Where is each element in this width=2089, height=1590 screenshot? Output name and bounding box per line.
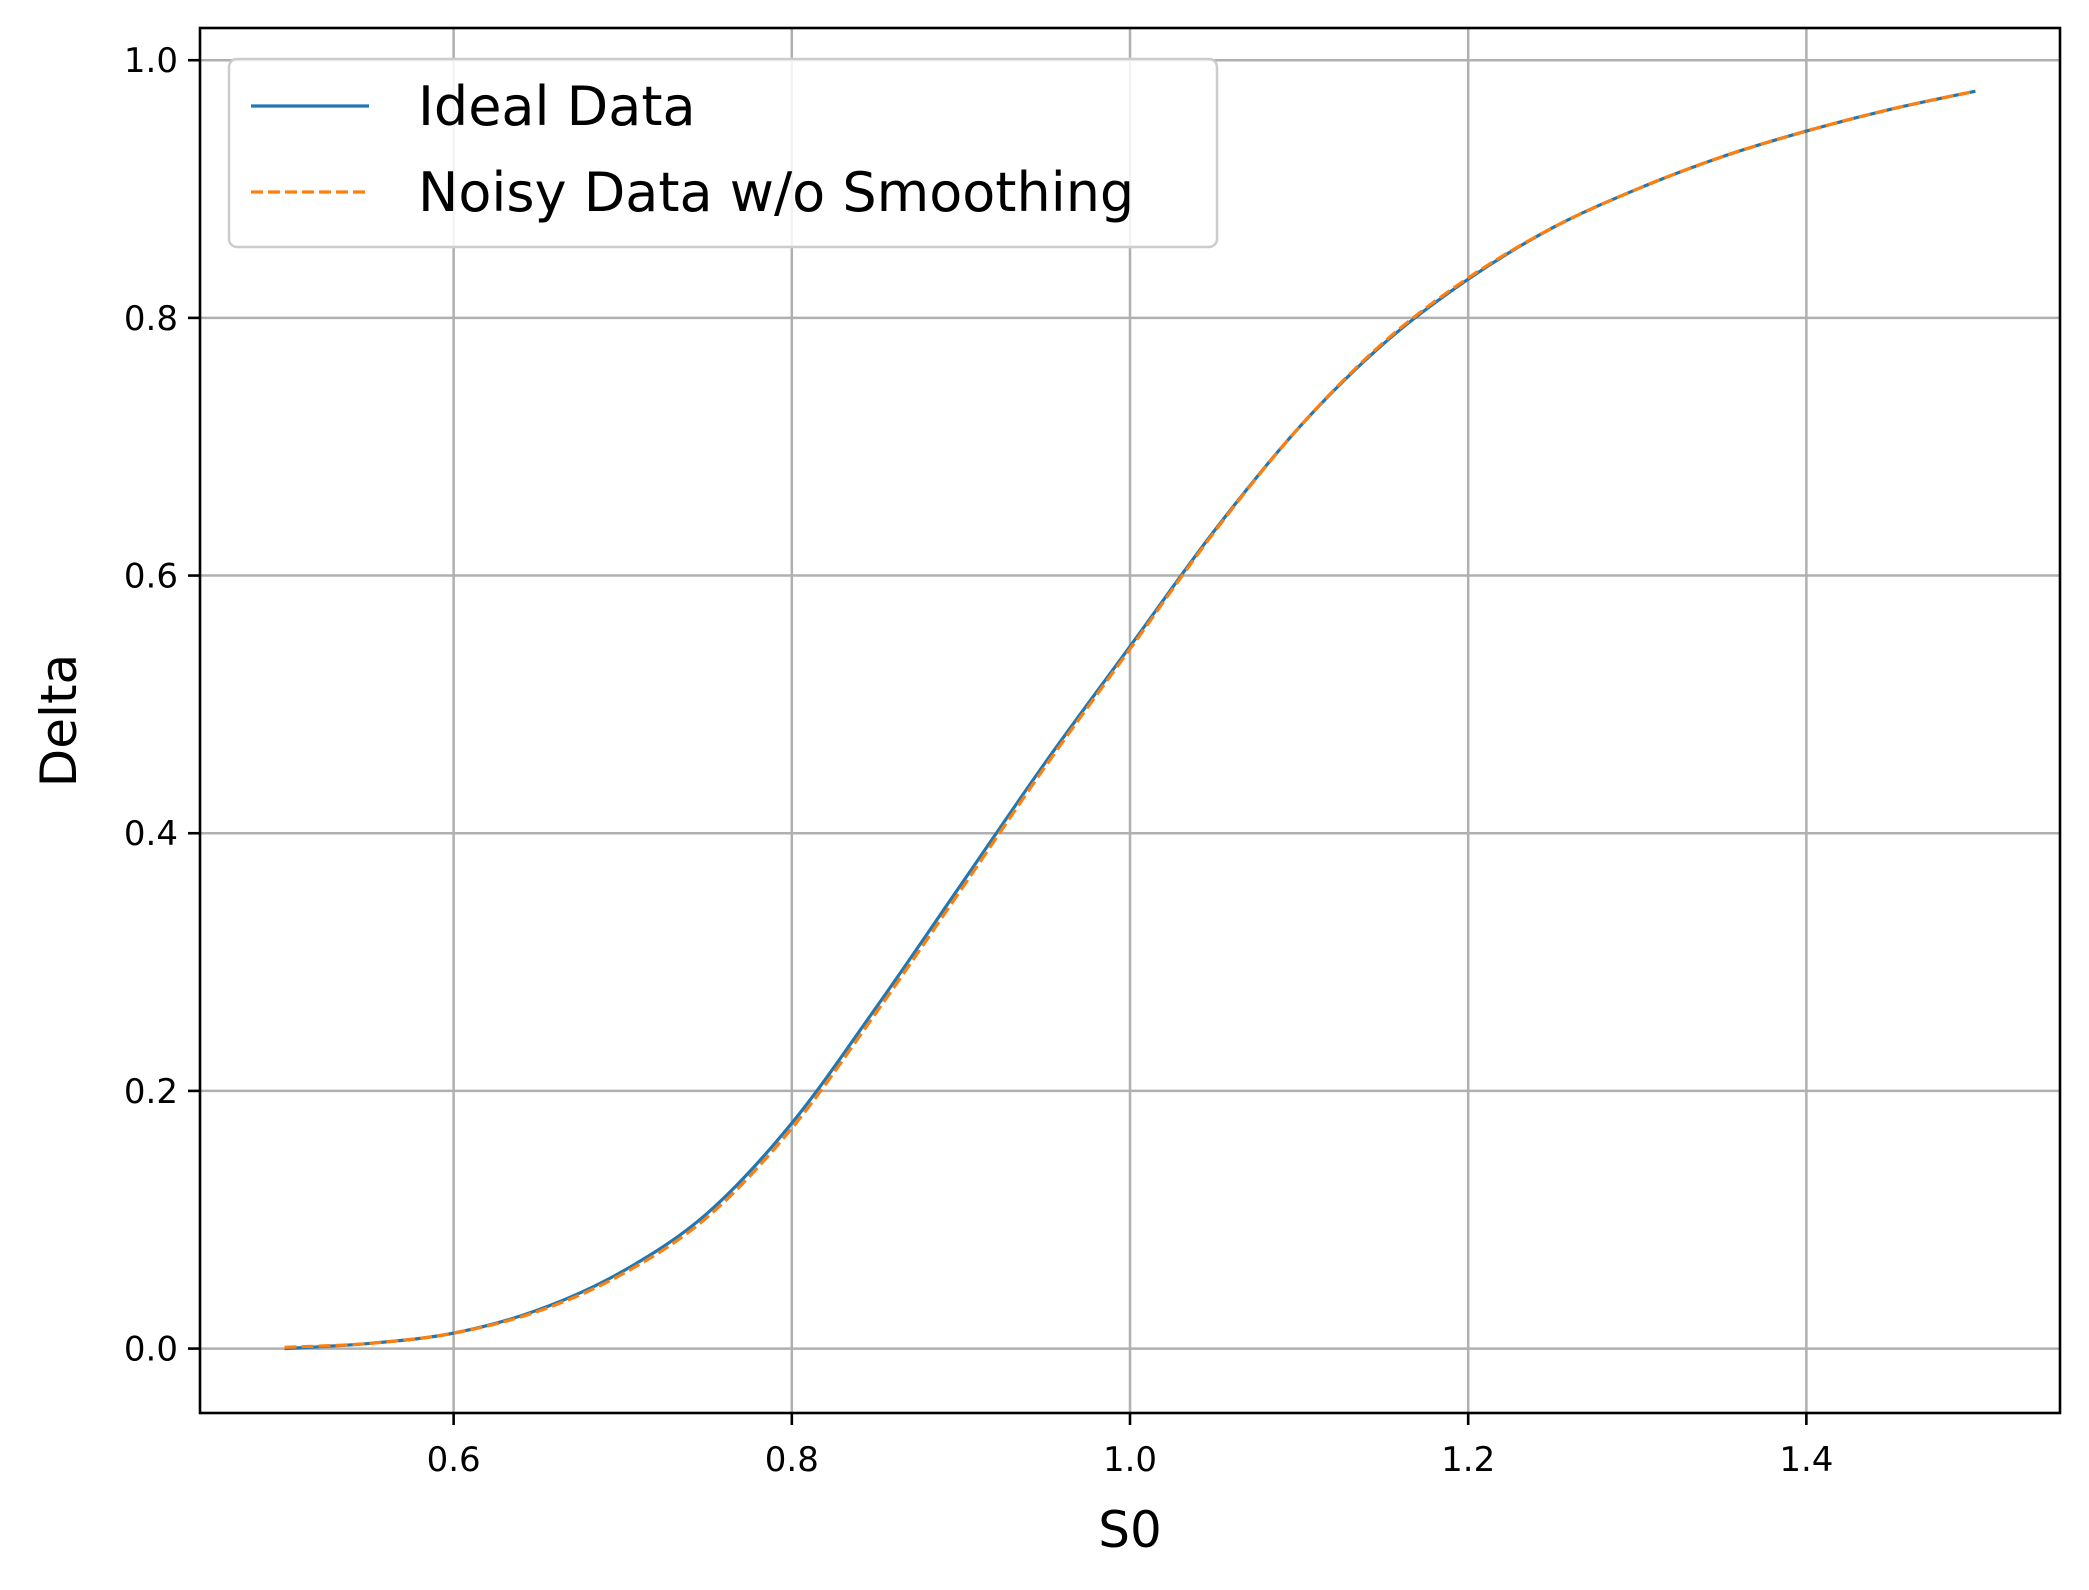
x-tick-label: 0.8: [765, 1440, 819, 1480]
y-tick-label: 0.0: [124, 1330, 178, 1370]
x-tick-label: 1.0: [1103, 1440, 1157, 1480]
y-tick-label: 0.8: [124, 299, 178, 339]
x-tick-label: 1.4: [1779, 1440, 1833, 1480]
legend: Ideal Data Noisy Data w/o Smoothing: [227, 57, 1219, 249]
legend-label-1: Noisy Data w/o Smoothing: [418, 161, 1134, 224]
y-tick-label: 0.6: [124, 557, 178, 597]
y-tick-label: 0.4: [124, 814, 178, 854]
y-tick-label: 0.2: [124, 1072, 178, 1112]
y-axis-label: Delta: [30, 654, 88, 787]
x-tick-label: 0.6: [427, 1440, 481, 1480]
y-tick-label: 1.0: [124, 41, 178, 81]
legend-label-0: Ideal Data: [418, 75, 696, 138]
ticks: 0.6 0.8 1.0 1.2 1.4 0.0 0.2 0.4 0.6 0.8 1.0: [124, 41, 1833, 1480]
legend-box: [227, 57, 1219, 249]
x-tick-label: 1.2: [1441, 1440, 1495, 1480]
series-layer: [284, 89, 1976, 1351]
x-axis-label: S0: [1098, 1501, 1162, 1559]
series-line-1: [284, 89, 1976, 1349]
